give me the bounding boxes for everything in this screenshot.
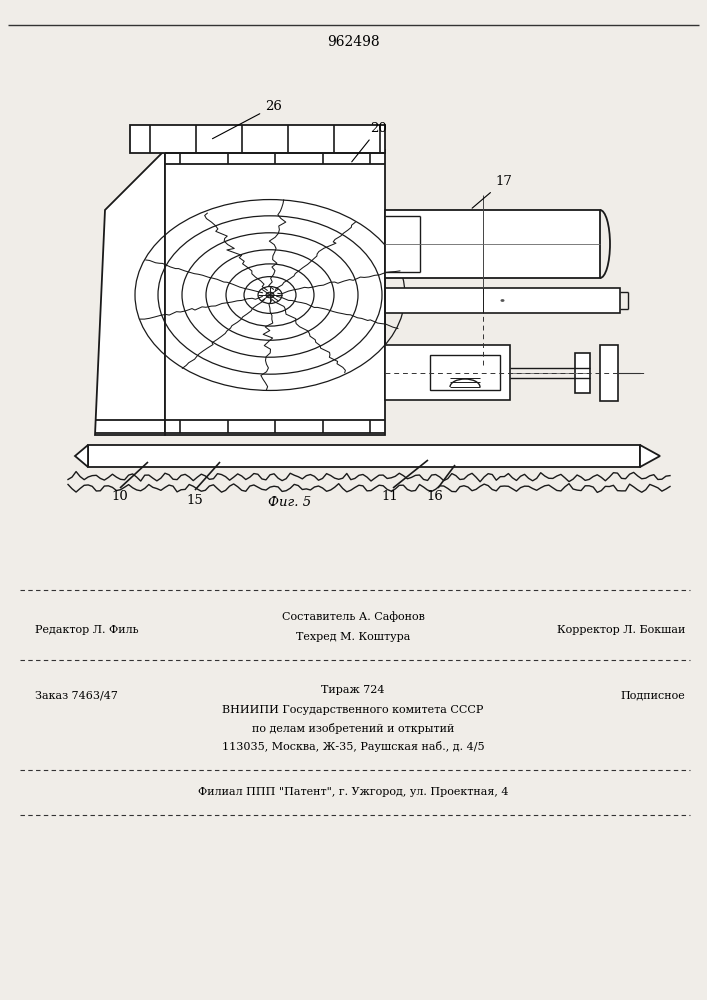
Bar (600, 345, 618, 401)
Polygon shape (75, 445, 88, 467)
Bar (385, 210, 600, 278)
Text: 962498: 962498 (327, 35, 380, 49)
Bar (575, 353, 590, 393)
Text: 113035, Москва, Ж-35, Раушская наб., д. 4/5: 113035, Москва, Ж-35, Раушская наб., д. … (222, 740, 484, 752)
Polygon shape (95, 150, 165, 435)
Text: Филиал ППП "Патент", г. Ужгород, ул. Проектная, 4: Филиал ППП "Патент", г. Ужгород, ул. Про… (198, 787, 508, 797)
Bar (130, 125, 385, 153)
Text: Подписное: Подписное (620, 690, 685, 700)
Text: по делам изобретений и открытий: по делам изобретений и открытий (252, 722, 454, 734)
Text: Корректор Л. Бокшаи: Корректор Л. Бокшаи (556, 625, 685, 635)
Ellipse shape (266, 292, 274, 298)
Text: ВНИИПИ Государственного комитета СССР: ВНИИПИ Государственного комитета СССР (222, 705, 484, 715)
Text: 26: 26 (213, 100, 282, 139)
Text: 20: 20 (352, 122, 387, 162)
Text: Редактор Л. Филь: Редактор Л. Филь (35, 625, 139, 635)
Text: 10: 10 (112, 490, 129, 504)
Bar (430, 355, 500, 390)
Text: 11: 11 (382, 490, 398, 504)
Bar (165, 150, 385, 435)
Text: Фиг. 5: Фиг. 5 (269, 495, 312, 508)
Text: Техред М. Коштура: Техред М. Коштура (296, 632, 410, 642)
Text: Составитель А. Сафонов: Составитель А. Сафонов (281, 612, 424, 622)
Polygon shape (88, 445, 640, 467)
Text: Тираж 724: Тираж 724 (321, 685, 385, 695)
Text: 16: 16 (426, 490, 443, 504)
Ellipse shape (501, 299, 505, 302)
Text: Заказ 7463/47: Заказ 7463/47 (35, 690, 118, 700)
Bar (385, 345, 510, 400)
Polygon shape (640, 445, 660, 467)
Bar (385, 288, 620, 313)
Text: 17: 17 (472, 175, 512, 208)
Text: 15: 15 (187, 493, 204, 506)
